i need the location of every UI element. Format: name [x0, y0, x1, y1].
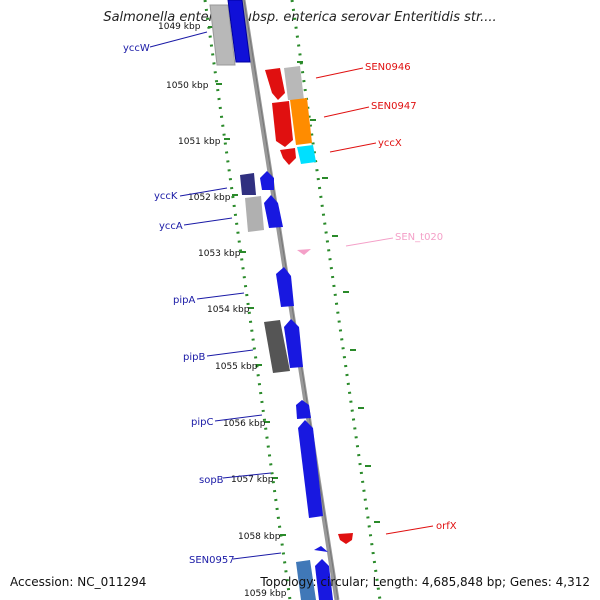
gene-feature: [272, 101, 293, 147]
gene-feature: [296, 400, 311, 419]
kbp-label: 1050 kbp: [166, 81, 209, 91]
kbp-label: 1057 kbp: [231, 475, 274, 485]
gene-label-pipB: pipB: [183, 352, 205, 363]
gene-feature: [296, 560, 316, 600]
gene-label-SEN0957: SEN0957: [189, 555, 235, 566]
outer-dotted-ring: [290, 0, 382, 600]
gene-label-yccK: yccK: [154, 191, 178, 202]
gene-feature: [265, 68, 285, 100]
kbp-label: 1052 kbp: [188, 193, 231, 203]
gene-label-yccW: yccW: [123, 43, 150, 54]
gene-feature: [297, 145, 316, 164]
gene-feature: [314, 546, 328, 552]
gene-label-yccX: yccX: [378, 138, 402, 149]
kbp-label: 1055 kbp: [215, 362, 258, 372]
gene-label-pipA: pipA: [173, 295, 195, 306]
gene-feature: [284, 319, 303, 368]
gene-feature: [338, 533, 353, 544]
gene-feature: [264, 320, 290, 373]
kbp-label: 1051 kbp: [178, 137, 221, 147]
gene-label-yccA: yccA: [159, 221, 183, 232]
gene-feature: [290, 98, 312, 145]
gene-feature: [284, 66, 304, 100]
kbp-label: 1059 kbp: [244, 589, 287, 599]
accession-text: Accession: NC_011294: [10, 575, 147, 589]
gene-feature: [280, 148, 296, 165]
map-title: Salmonella enterica subsp. enterica sero…: [103, 10, 497, 25]
kbp-label: 1054 kbp: [207, 305, 250, 315]
gene-label-SEN_t020: SEN_t020: [395, 232, 443, 243]
gene-feature: [297, 249, 311, 255]
gene-feature: [298, 420, 323, 518]
kbp-label: 1058 kbp: [238, 532, 281, 542]
gene-feature: [227, 0, 251, 63]
gene-label-pipC: pipC: [191, 417, 213, 428]
gene-feature: [245, 196, 264, 232]
gene-label-SEN0946: SEN0946: [365, 62, 411, 73]
gene-feature: [260, 171, 274, 190]
gene-label-orfX: orfX: [436, 521, 457, 532]
gene-label-SEN0947: SEN0947: [371, 101, 417, 112]
gene-label-sopB: sopB: [199, 475, 224, 486]
gene-feature: [240, 173, 256, 195]
kbp-label: 1049 kbp: [158, 22, 201, 32]
topology-text: Topology: circular; Length: 4,685,848 bp…: [260, 575, 590, 589]
gene-feature: [264, 195, 283, 228]
gene-feature: [315, 559, 333, 600]
kbp-label: 1056 kbp: [223, 419, 266, 429]
inner-dotted-ring: [203, 0, 292, 600]
gene-feature: [276, 267, 294, 307]
gene-feature: [209, 4, 236, 66]
kbp-label: 1053 kbp: [198, 249, 241, 259]
leader-lines: [149, 31, 434, 560]
